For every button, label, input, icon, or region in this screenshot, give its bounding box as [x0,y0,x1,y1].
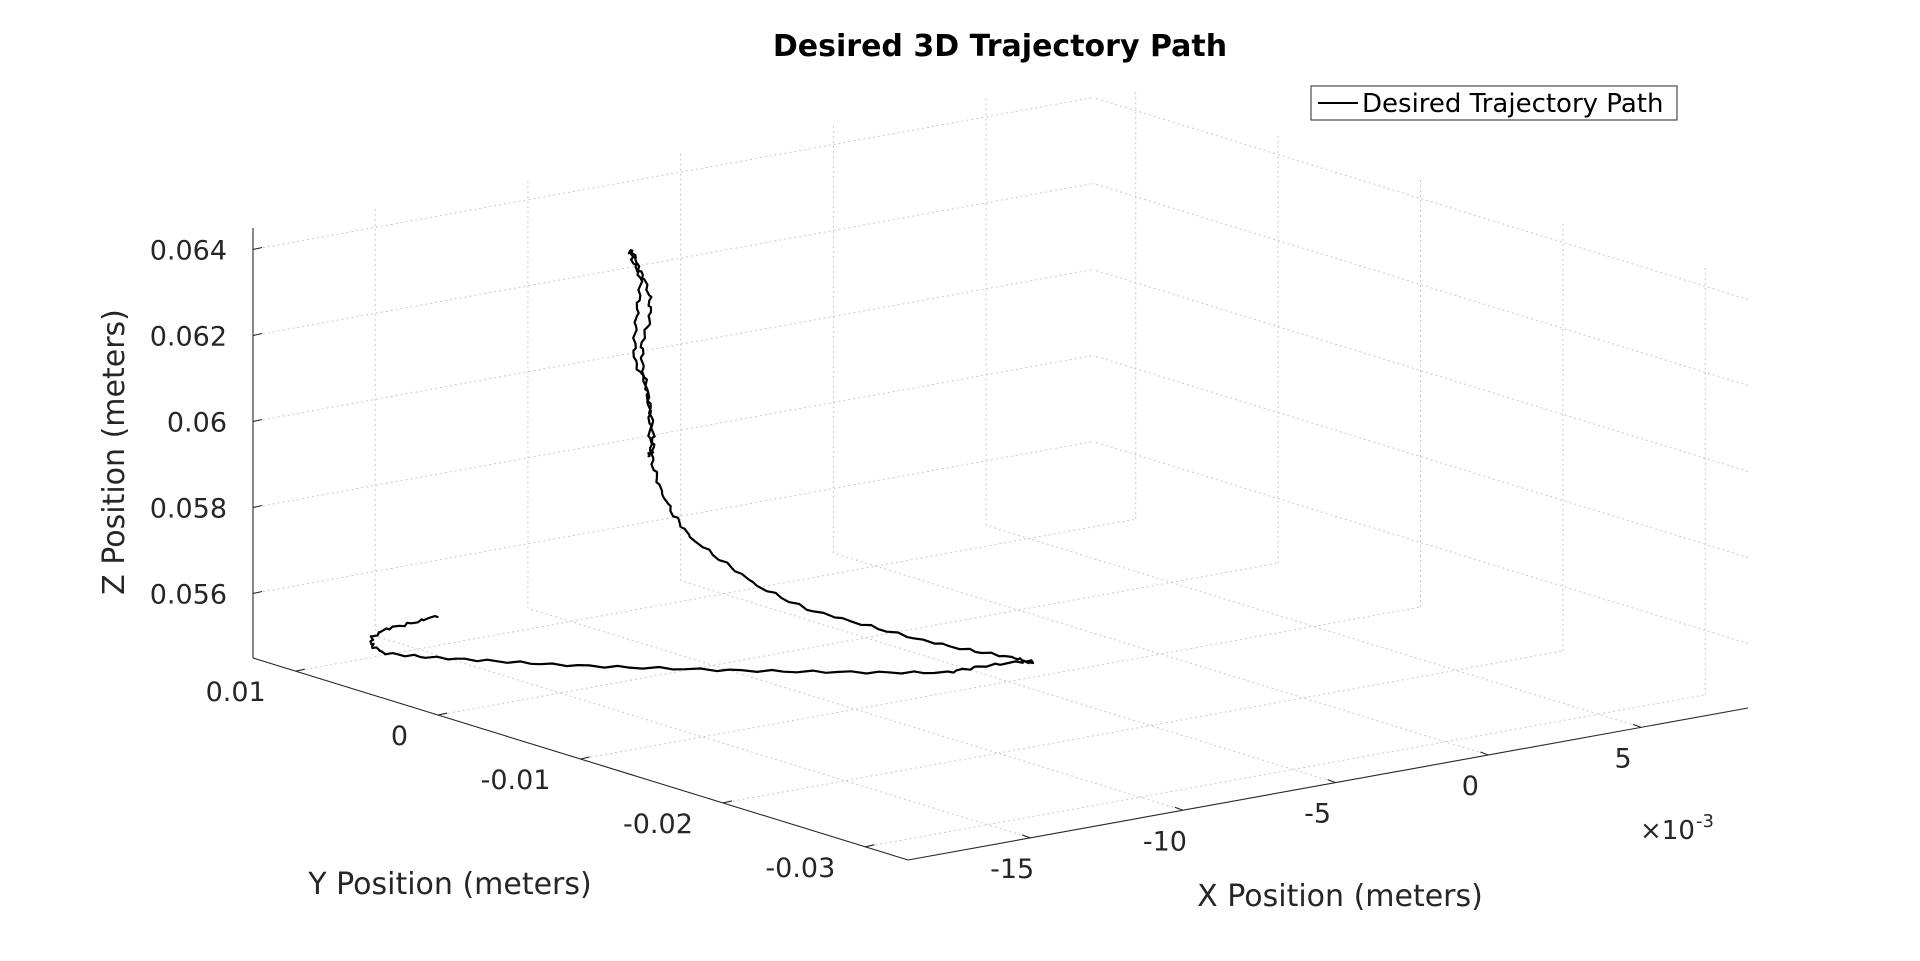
x-axis-label: X Position (meters) [1197,879,1483,914]
z-tick-3 [252,332,263,337]
x-tick-label-3: 0 [1462,771,1479,802]
x-exponent-label: ×10 -3 [1640,811,1714,846]
y-tick-0 [295,668,305,672]
x-tick-3 [1480,751,1489,756]
x-exponent-power: -3 [1696,811,1714,832]
z-tick-1 [252,504,263,509]
z-tick-label-4: 0.064 [150,236,227,267]
z-tick-label-1: 0.058 [150,494,227,525]
backwall-gridline-z-1 [252,355,1094,508]
floor-gridline-y-3 [722,650,1563,804]
backwall-gridline-z-2 [252,269,1094,422]
floor-gridline-x-4 [985,524,1642,728]
floor-gridline-y-0 [295,518,1136,672]
sidewall-gridline-z-3 [1092,183,1749,386]
floor-gridline-y-1 [438,562,1279,716]
floor-gridline-x-2 [680,580,1336,784]
x-axis-line [907,707,1749,861]
legend: Desired Trajectory Path [1310,85,1678,121]
ticks-layer: -15 -10 -5 0 5 0.01 0 -0.01 -0.02 -0.03 0.056 0.058… [150,236,1642,885]
z-tick-0 [252,590,263,595]
y-tick-label-0: 0.01 [206,677,266,708]
x-tick-1 [1174,806,1184,811]
x-tick-label-1: -10 [1143,826,1187,857]
x-tick-label-0: -15 [990,854,1034,885]
z-axis-label: Z Position (meters) [97,309,132,595]
floor-gridline-x-0 [375,635,1031,839]
floor-gridline-x-3 [833,552,1489,756]
x-tick-4 [1632,723,1642,728]
sidewall-gridline-z-1 [1092,355,1749,558]
y-tick-2 [580,756,590,760]
z-tick-label-3: 0.062 [150,322,227,353]
sidewall-gridline-z-0 [1092,441,1749,644]
x-tick-label-4: 5 [1614,743,1631,774]
y-tick-1 [437,712,448,716]
chart-title: Desired 3D Trajectory Path [773,29,1227,64]
grid-layer [252,89,1749,848]
sidewall-gridline-z-2 [1092,269,1749,472]
y-tick-3 [722,800,733,804]
floor-gridline-y-4 [865,694,1706,848]
legend-entry-label: Desired Trajectory Path [1362,89,1663,119]
series-layer [369,249,1035,675]
z-tick-label-2: 0.06 [167,408,227,439]
y-axis-label: Y Position (meters) [307,867,591,902]
x-tick-2 [1327,779,1336,784]
backwall-gridline-z-4 [252,97,1094,250]
z-tick-2 [252,418,263,423]
backwall-gridline-z-0 [252,441,1094,594]
y-tick-label-4: -0.03 [765,853,835,884]
series-line-0 [369,249,1035,675]
z-tick-4 [252,246,263,251]
floor-gridline-x-1 [527,607,1184,811]
y-tick-label-1: 0 [391,721,408,752]
backwall-gridline-z-3 [252,183,1094,336]
floor-gridline-y-2 [580,606,1421,760]
y-tick-4 [865,844,875,848]
x-tick-0 [1021,834,1031,839]
x-exponent-base: ×10 [1640,816,1695,846]
sidewall-gridline-z-4 [1092,97,1749,300]
legend-box [1310,85,1678,121]
z-tick-label-0: 0.056 [150,580,227,611]
y-tick-label-2: -0.01 [481,765,551,796]
x-tick-label-2: -5 [1304,799,1331,830]
y-tick-label-3: -0.02 [623,809,693,840]
